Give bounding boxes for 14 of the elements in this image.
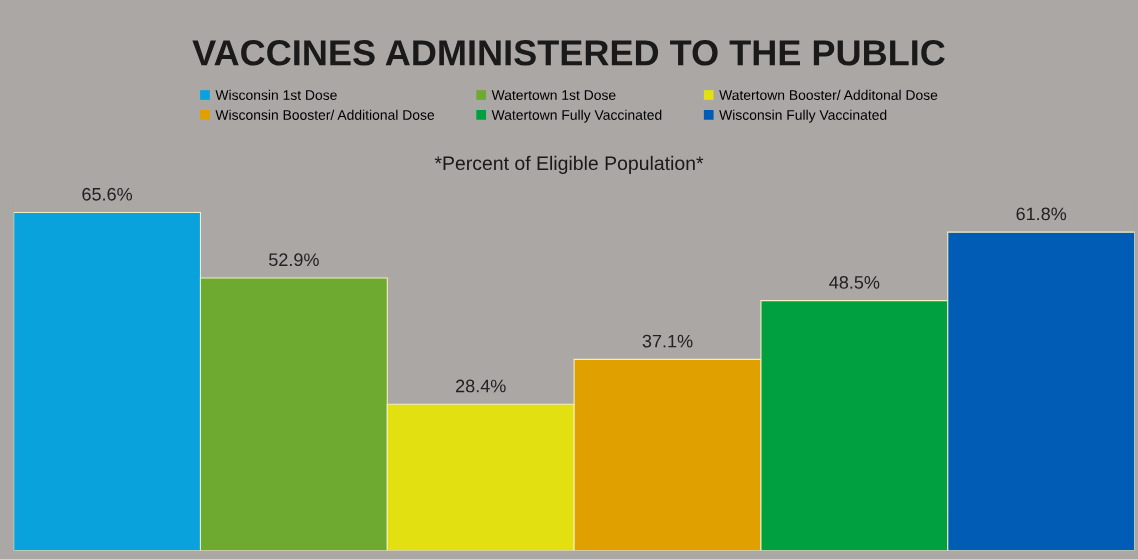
legend-label: Watertown Fully Vaccinated	[491, 109, 662, 123]
legend-label: Watertown Booster/ Additonal Dose	[719, 89, 938, 100]
data-label: 28.4%	[456, 379, 506, 393]
data-label: 37.1%	[642, 334, 693, 348]
legend-label: Wisconsin Fully Vaccinated	[719, 109, 887, 123]
legend-label: Watertown 1st Dose	[491, 90, 616, 100]
data-label: 52.9%	[269, 253, 319, 267]
chart-title: VACCINES ADMINISTERED TO THE PUBLIC	[192, 40, 945, 66]
text: *Percent of Eligible Population*	[434, 155, 704, 174]
data-label: 61.8%	[1016, 207, 1067, 221]
data-label: 48.5%	[829, 275, 880, 289]
legend-label: Wisconsin 1st Dose	[215, 89, 337, 100]
data-label: 65.6%	[82, 187, 133, 201]
legend-label: Wisconsin Booster/ Additional Dose	[215, 109, 435, 120]
